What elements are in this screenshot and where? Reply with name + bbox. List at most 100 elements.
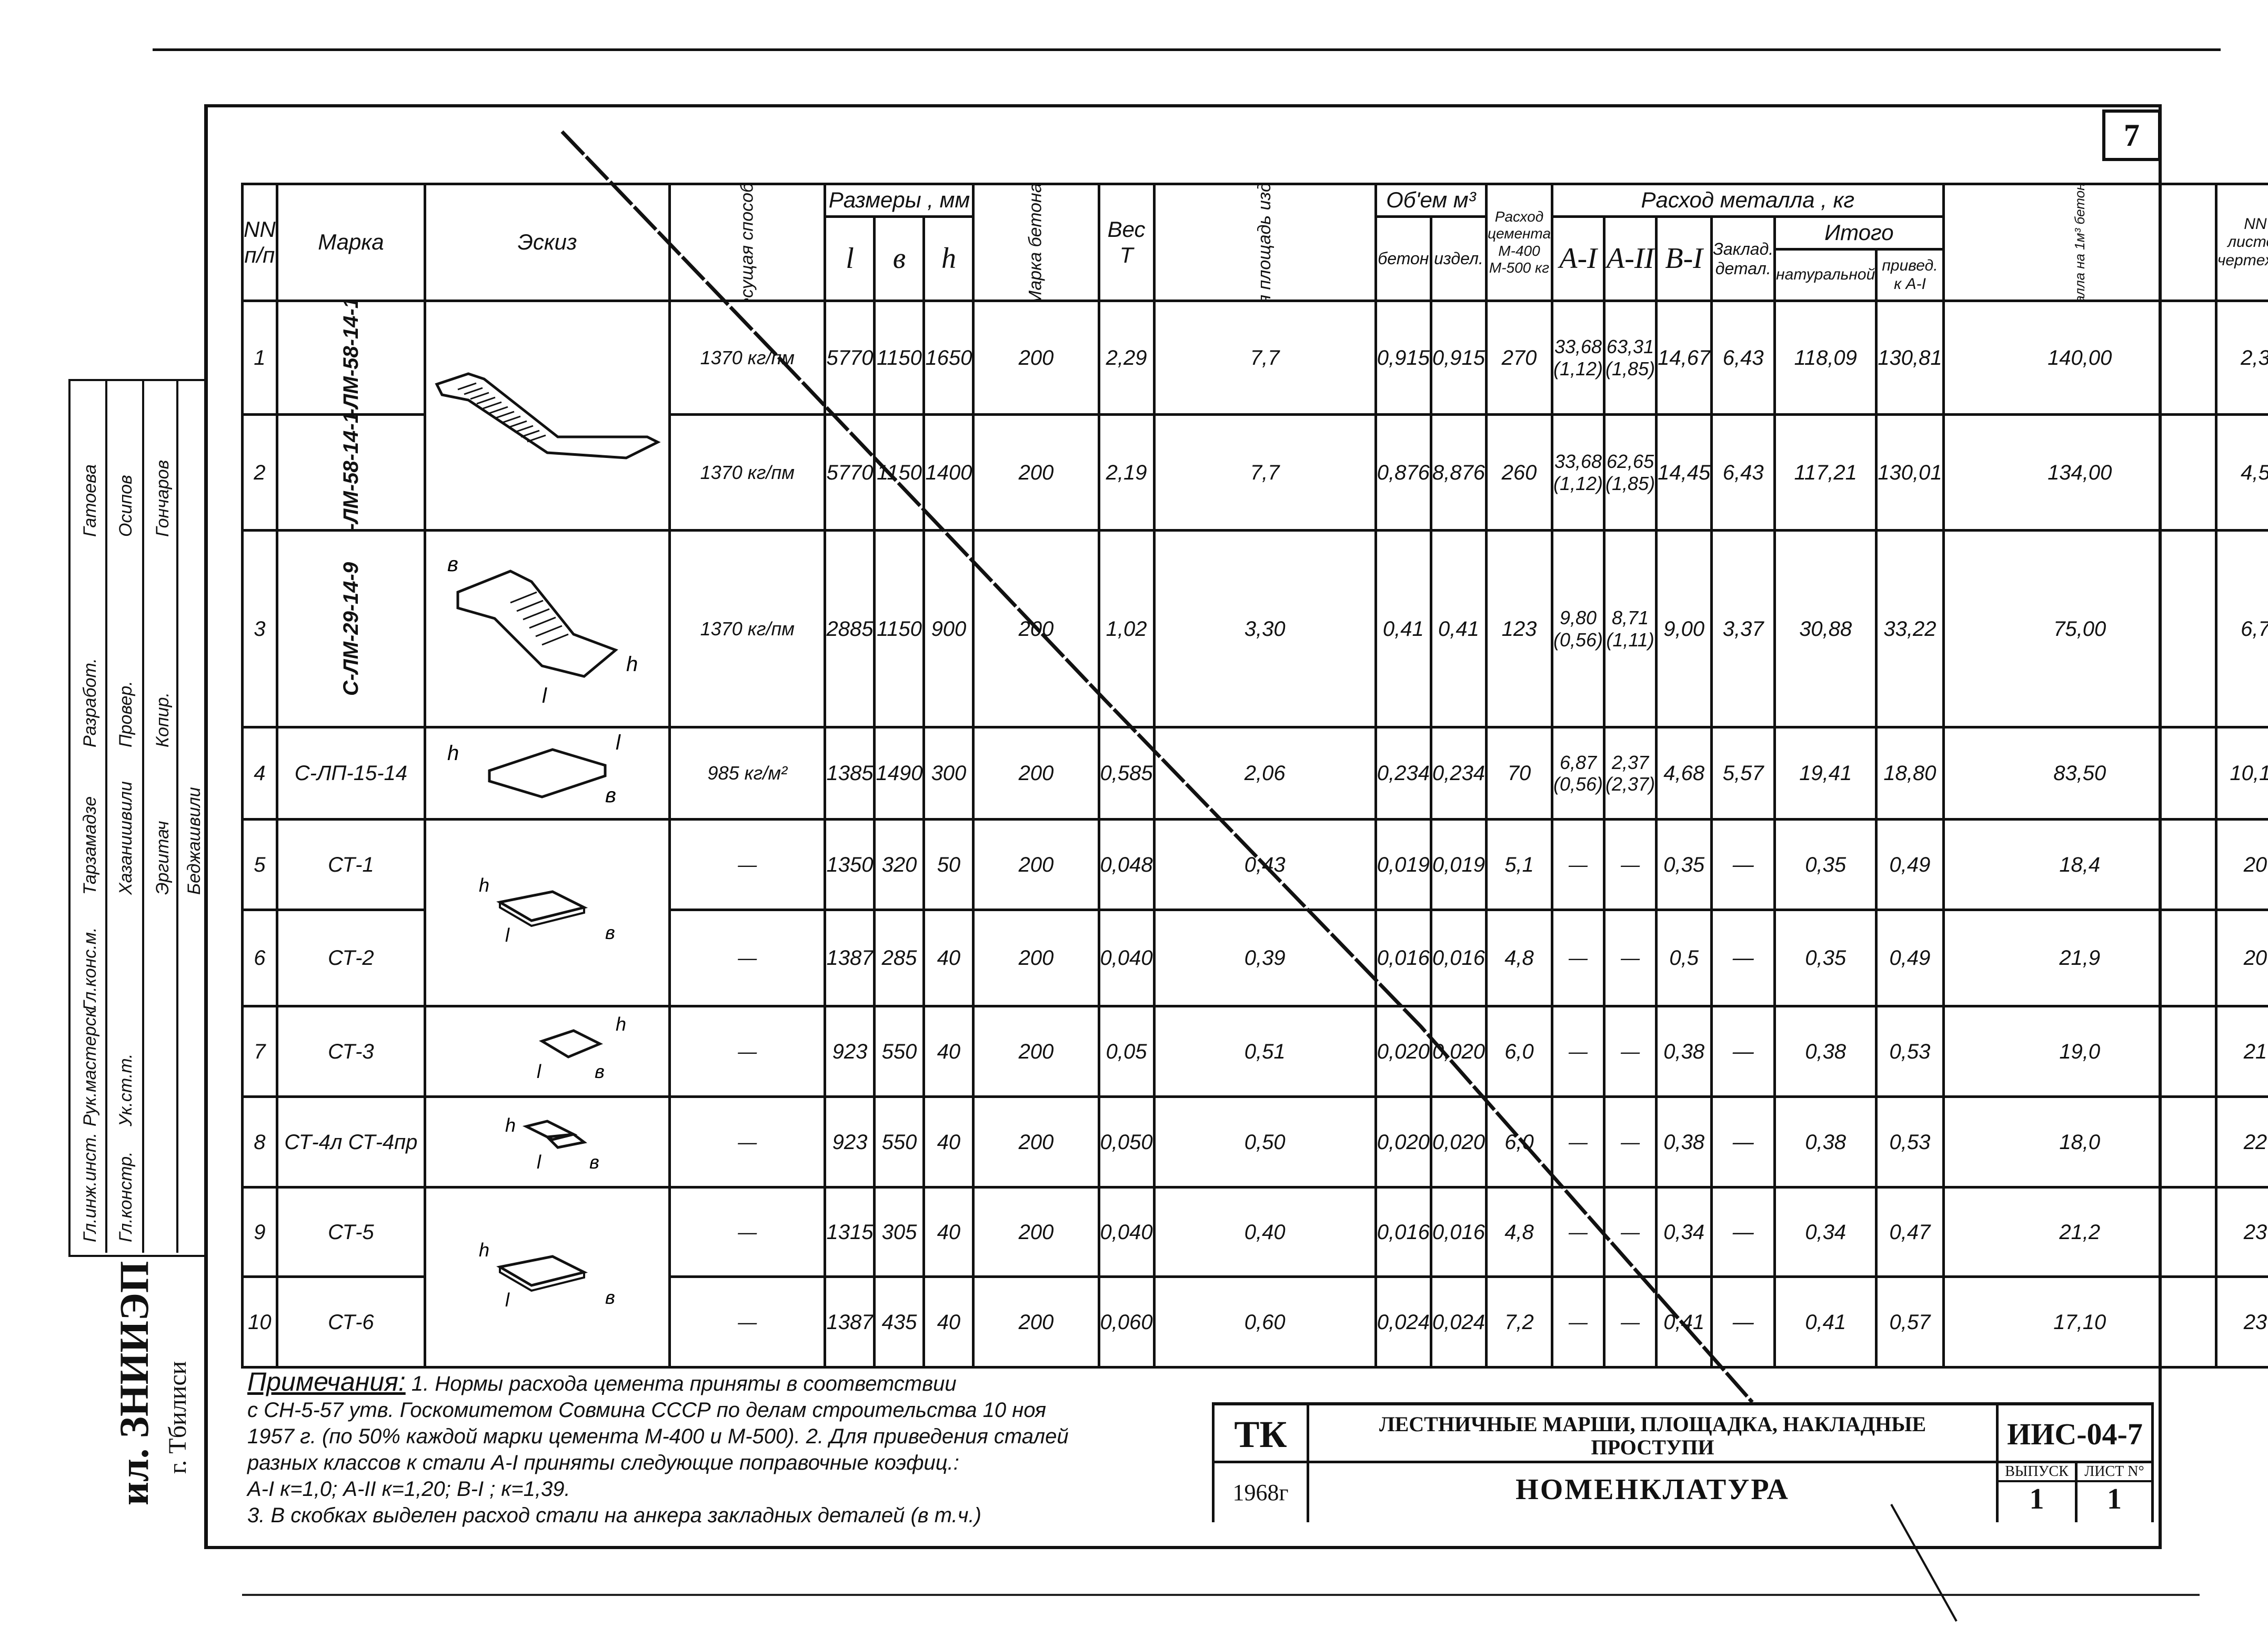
capacity-cell: — xyxy=(668,1095,827,1189)
outer-frame-bottom xyxy=(242,1594,2200,1596)
metal-per-m3-cell: 75,00 xyxy=(1942,529,2217,728)
total-natural-cell: 118,09 xyxy=(1773,300,1878,416)
svg-text:в: в xyxy=(589,1151,599,1173)
total-reduced-cell: 0,57 xyxy=(1875,1275,1945,1369)
total-reduced-cell: 0,47 xyxy=(1875,1186,1945,1278)
header-b1: В-I xyxy=(1655,215,1713,302)
metal-per-m3-cell: 18,4 xyxy=(1942,818,2217,911)
length-cell: 1315 xyxy=(824,1186,876,1278)
title-issue: ВЫПУСК 1 xyxy=(1996,1463,2075,1522)
svg-text:l: l xyxy=(537,1151,541,1173)
notes-line: разных классов к стали А-I приняты следу… xyxy=(247,1451,959,1474)
header-concrete-grade-label: Марка бетона xyxy=(1026,184,1046,301)
weight-cell: 1,02 xyxy=(1097,529,1156,728)
mark-cell: С-ЛМ-29-14-9 xyxy=(275,529,427,728)
volume-item-cell: 0,024 xyxy=(1429,1275,1488,1369)
notes: Примечания: 1. Нормы расхода цемента при… xyxy=(247,1369,1226,1529)
stamp-role: Гл.констр. xyxy=(116,1151,136,1242)
total-reduced-cell: 0,49 xyxy=(1875,818,1945,911)
table-row: 8 СТ-4л СТ-4пр h l в —923 550 40 200 0,050 0,50 0,0… xyxy=(241,1095,2268,1189)
header-dim-b: в xyxy=(873,215,926,302)
title-doc-code: ИИС-04-7 xyxy=(1996,1405,2154,1463)
total-natural-cell: 30,88 xyxy=(1773,529,1878,728)
volume-concrete-cell: 0,020 xyxy=(1374,1095,1432,1189)
area-cell: 0,40 xyxy=(1152,1186,1377,1278)
area-cell: 2,06 xyxy=(1152,726,1377,821)
total-natural-cell: 0,35 xyxy=(1773,818,1878,911)
mark-cell: СТ-1 xyxy=(275,818,427,911)
area-cell: 7,7 xyxy=(1152,300,1377,416)
capacity-cell: 1370 кг/пм xyxy=(668,413,827,532)
header-volume: Об'ем м³ xyxy=(1374,183,1488,218)
row-number: 9 xyxy=(241,1186,278,1278)
title-year: 1968г xyxy=(1212,1463,1307,1522)
steel-b1-cell: 14,67 xyxy=(1655,300,1713,416)
steel-a1-cell: — xyxy=(1550,1275,1606,1369)
svg-text:l: l xyxy=(505,1289,510,1311)
steel-a2-cell: 8,71 (1,11) xyxy=(1603,529,1658,728)
length-cell: 2885 xyxy=(824,529,876,728)
steel-b1-cell: 0,5 xyxy=(1655,909,1713,1007)
svg-text:h: h xyxy=(626,653,638,676)
area-cell: 3,30 xyxy=(1152,529,1377,728)
stamp-role: Ук.ст.т. xyxy=(116,1053,136,1126)
volume-item-cell: 0,020 xyxy=(1429,1095,1488,1189)
title-block: ТК 1968г ЛЕСТНИЧНЫЕ МАРШИ, ПЛОЩАДКА, НАК… xyxy=(1212,1402,2154,1522)
notes-heading: Примечания: xyxy=(247,1367,406,1396)
volume-concrete-cell: 0,016 xyxy=(1374,909,1432,1007)
metal-per-m3-cell: 19,0 xyxy=(1942,1005,2217,1098)
svg-text:h: h xyxy=(616,1015,626,1035)
sketch-drawing: l в h xyxy=(537,1015,626,1082)
weight-cell: 2,19 xyxy=(1097,413,1156,532)
header-vol-concrete: бетон xyxy=(1374,215,1432,302)
total-reduced-cell: 0,49 xyxy=(1875,909,1945,1007)
steel-a2-cell: 2,37 (2,37) xyxy=(1603,726,1658,821)
concrete-grade-cell: 200 xyxy=(972,1186,1100,1278)
sheets-cell: 23 xyxy=(2214,1186,2268,1278)
table-row: 4 С-ЛП-15-14 h l в 985 кг/м² 1385 1490 300 200 0,5… xyxy=(241,726,2268,821)
table-row: 1 С-ЛМ-58-14-17 1370 кг/пм 5770 1150 1650 200 2… xyxy=(241,300,2268,532)
header-mark: Марка xyxy=(275,183,427,302)
table-row: 3 С-ЛМ-29-14-9 в l h 1370 кг/пм 2885 1150 900 200… xyxy=(241,529,2268,728)
header-a2: А-II xyxy=(1603,215,1658,302)
header-metal-per-m3-label: Расход металла на 1м³ бетона натур. кг xyxy=(2072,187,2088,298)
title-sheet-label: ЛИСТ N° xyxy=(2078,1463,2151,1482)
width-cell: 320 xyxy=(873,818,926,911)
capacity-cell: — xyxy=(668,818,827,911)
notes-line: А-I к=1,0; А-II к=1,20; В-I ; к=1,39. xyxy=(247,1478,570,1501)
weight-cell: 0,050 xyxy=(1097,1095,1156,1189)
area-cell: 0,39 xyxy=(1152,909,1377,1007)
svg-text:l: l xyxy=(542,684,547,707)
cement-cell: 270 xyxy=(1484,300,1554,416)
volume-concrete-cell: 0,41 xyxy=(1374,529,1432,728)
stamp-name: Беджашвили xyxy=(184,787,204,895)
height-cell: 40 xyxy=(922,1005,975,1098)
height-cell: 300 xyxy=(922,726,975,821)
length-cell: 923 xyxy=(824,1005,876,1098)
header-weight: Вес Т xyxy=(1097,183,1156,302)
total-natural-cell: 0,38 xyxy=(1773,1005,1878,1098)
nomenclature-table: NN п/п Марка Эскиз Несущая способн. Разм… xyxy=(241,183,2268,1369)
height-cell: 1650 xyxy=(922,300,975,416)
sketch-cell xyxy=(424,300,671,532)
sheets-cell: 10,11 xyxy=(2214,726,2268,821)
weight-cell: 0,05 xyxy=(1097,1005,1156,1098)
mark-cell: С-ЛМ-58-14-17 xyxy=(275,300,427,416)
sheets-cell: 23 xyxy=(2214,1275,2268,1369)
steel-a1-cell: 6,87 (0,56) xyxy=(1550,726,1606,821)
concrete-grade-cell: 200 xyxy=(972,529,1100,728)
concrete-grade-cell: 200 xyxy=(972,818,1100,911)
steel-b1-cell: 0,38 xyxy=(1655,1005,1713,1098)
weight-cell: 0,040 xyxy=(1097,1186,1156,1278)
volume-concrete-cell: 0,019 xyxy=(1374,818,1432,911)
steel-b1-cell: 4,68 xyxy=(1655,726,1713,821)
table-row: 9 СТ-5 h l в —1315 305 40 200 0,040 0,40 0,016 0,016… xyxy=(241,1186,2268,1369)
row-number: 5 xyxy=(241,818,278,911)
steel-a2-cell: — xyxy=(1603,1005,1658,1098)
cement-cell: 6,0 xyxy=(1484,1005,1554,1098)
cement-cell: 260 xyxy=(1484,413,1554,532)
sheet-number: 7 xyxy=(2102,109,2161,161)
metal-per-m3-cell: 83,50 xyxy=(1942,726,2217,821)
sketch-cell: h l в xyxy=(424,818,671,1007)
row-number: 4 xyxy=(241,726,278,821)
